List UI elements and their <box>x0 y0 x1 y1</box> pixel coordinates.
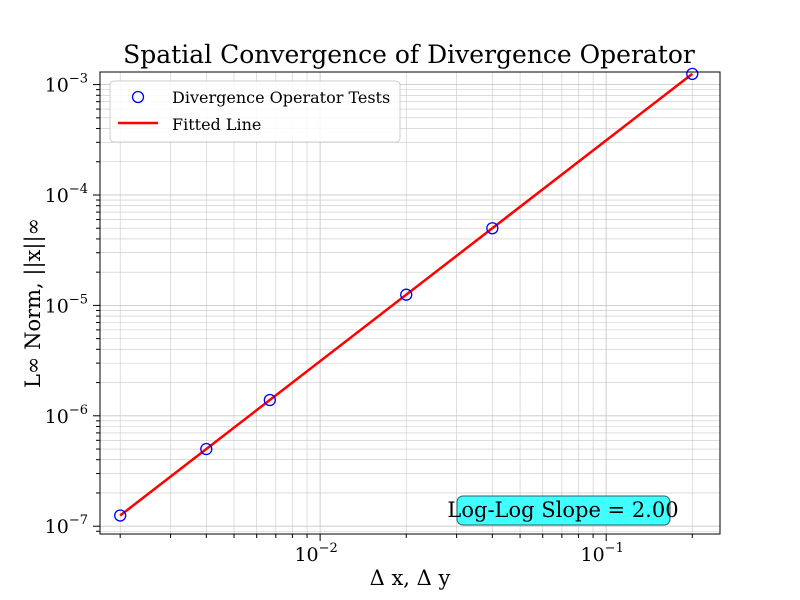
legend-box <box>109 80 401 143</box>
y-tick-label: 10−3 <box>45 72 88 97</box>
data-point <box>114 509 127 522</box>
slope-annotation-box <box>456 495 671 526</box>
y-tick-label: 10−5 <box>45 292 88 317</box>
data-point <box>200 442 213 456</box>
x-axis-label: Δ x, Δ y <box>370 566 451 590</box>
plot-series <box>114 67 699 522</box>
legend: Divergence Operator Tests Fitted Line <box>109 80 401 143</box>
slope-annotation-text: Log-Log Slope = 2.00 <box>447 498 678 522</box>
legend-marker-icon <box>131 90 145 104</box>
x-tick-label: 10−2 <box>294 541 337 566</box>
data-point <box>263 393 276 407</box>
legend-label-fit: Fitted Line <box>172 115 261 134</box>
axis-ticks: 10−2 10−1 10−7 10−6 10−5 10−4 10−3 <box>45 72 693 566</box>
slope-annotation: Log-Log Slope = 2.00 <box>447 495 679 526</box>
legend-label-tests: Divergence Operator Tests <box>172 88 390 107</box>
y-axis-label: L∞ Norm, ||x||∞ <box>21 218 46 388</box>
chart-title: Spatial Convergence of Divergence Operat… <box>123 40 695 69</box>
y-axis-label-text: L∞ Norm, ||x||∞ <box>21 218 46 388</box>
y-tick-label: 10−4 <box>45 182 88 207</box>
data-point <box>486 222 499 235</box>
y-tick-label: 10−7 <box>45 513 88 538</box>
plot-frame <box>99 71 721 535</box>
data-point <box>400 288 413 301</box>
fitted-line <box>119 72 694 517</box>
data-point <box>686 67 699 81</box>
x-tick-label: 10−1 <box>580 541 623 566</box>
grid <box>100 72 720 534</box>
x-axis-label-text: Δ x, Δ y <box>370 566 451 590</box>
y-tick-label: 10−6 <box>45 403 88 428</box>
